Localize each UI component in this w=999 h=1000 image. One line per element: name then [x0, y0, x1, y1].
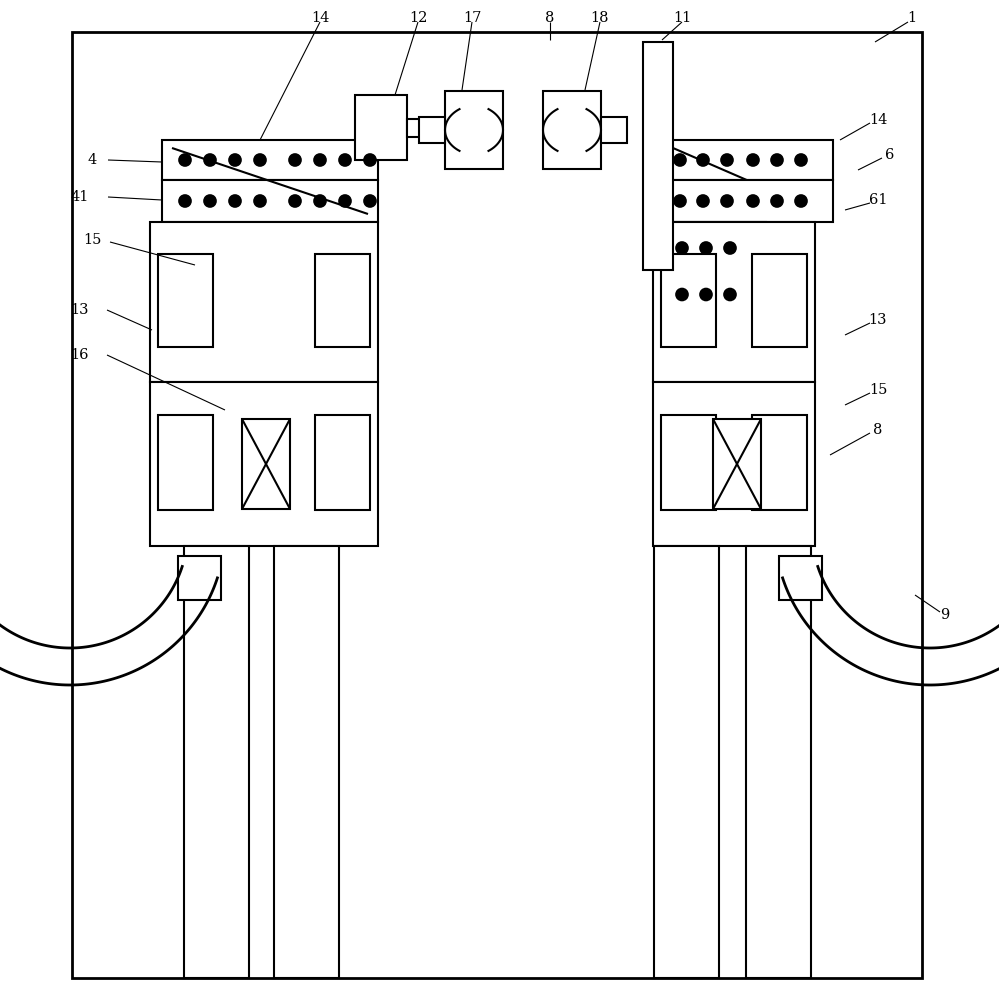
Text: 11: 11	[673, 11, 691, 25]
Text: 15: 15	[869, 383, 887, 397]
Bar	[315, 254, 370, 347]
Bar	[72, 32, 922, 978]
Bar	[654, 546, 719, 978]
Bar	[419, 117, 445, 143]
Circle shape	[795, 195, 807, 207]
Circle shape	[676, 288, 688, 300]
Text: 13: 13	[869, 313, 887, 327]
Circle shape	[254, 154, 266, 166]
Circle shape	[289, 154, 301, 166]
Circle shape	[204, 154, 216, 166]
Text: 16: 16	[71, 348, 89, 362]
Text: 14: 14	[869, 113, 887, 127]
Circle shape	[700, 288, 712, 300]
Circle shape	[676, 242, 688, 254]
Bar	[150, 222, 378, 382]
Circle shape	[700, 242, 712, 254]
Bar	[184, 546, 249, 978]
Text: 4: 4	[87, 153, 97, 167]
Bar	[315, 415, 370, 510]
Circle shape	[314, 195, 326, 207]
Bar	[601, 117, 627, 143]
Circle shape	[795, 154, 807, 166]
Bar	[355, 95, 407, 160]
Text: 61: 61	[869, 193, 887, 207]
Circle shape	[721, 195, 733, 207]
Text: 14: 14	[311, 11, 330, 25]
Circle shape	[724, 288, 736, 300]
Circle shape	[771, 195, 783, 207]
Bar	[752, 415, 807, 510]
Bar	[158, 415, 213, 510]
Bar	[162, 140, 378, 180]
Text: 13: 13	[71, 303, 89, 317]
Bar	[158, 254, 213, 347]
Circle shape	[674, 195, 686, 207]
Circle shape	[204, 195, 216, 207]
Circle shape	[697, 154, 709, 166]
Circle shape	[179, 154, 191, 166]
Bar	[407, 119, 435, 137]
Circle shape	[364, 195, 376, 207]
Circle shape	[289, 195, 301, 207]
Text: 1: 1	[907, 11, 916, 25]
Bar	[675, 190, 701, 978]
Bar	[665, 140, 833, 180]
Text: 8: 8	[873, 423, 883, 437]
Circle shape	[339, 154, 351, 166]
Bar	[778, 556, 822, 600]
Bar	[543, 91, 601, 169]
Text: 9: 9	[940, 608, 950, 622]
Bar	[295, 190, 321, 978]
Circle shape	[314, 154, 326, 166]
Circle shape	[229, 154, 241, 166]
Bar	[178, 556, 222, 600]
Circle shape	[697, 195, 709, 207]
Bar	[150, 382, 378, 546]
Bar	[661, 254, 716, 347]
Bar	[670, 274, 766, 315]
Text: 15: 15	[83, 233, 101, 247]
Circle shape	[721, 154, 733, 166]
Circle shape	[674, 154, 686, 166]
Circle shape	[254, 195, 266, 207]
Circle shape	[179, 195, 191, 207]
Bar	[653, 382, 815, 546]
Bar	[661, 415, 716, 510]
Bar	[746, 546, 811, 978]
Circle shape	[771, 154, 783, 166]
Bar	[445, 91, 503, 169]
Circle shape	[747, 195, 759, 207]
Circle shape	[364, 154, 376, 166]
Bar	[205, 190, 231, 978]
Text: 6: 6	[885, 148, 895, 162]
Text: 18: 18	[590, 11, 609, 25]
Text: 17: 17	[463, 11, 482, 25]
Bar	[653, 222, 815, 382]
Text: 8: 8	[545, 11, 554, 25]
Bar	[767, 190, 793, 978]
Circle shape	[339, 195, 351, 207]
Bar	[162, 180, 378, 222]
Bar	[752, 254, 807, 347]
Bar	[242, 419, 290, 509]
Bar	[665, 180, 833, 222]
Bar	[274, 546, 339, 978]
Circle shape	[229, 195, 241, 207]
Circle shape	[747, 154, 759, 166]
Bar	[643, 42, 673, 270]
Bar	[670, 222, 766, 274]
Bar	[713, 419, 761, 509]
Text: 12: 12	[409, 11, 428, 25]
Text: 41: 41	[71, 190, 89, 204]
Circle shape	[724, 242, 736, 254]
